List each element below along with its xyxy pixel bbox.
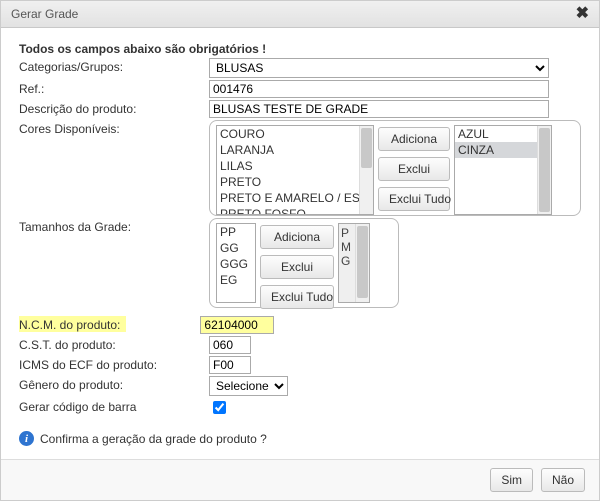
list-item[interactable]: GG (217, 240, 255, 256)
cores-exclui-tudo-button[interactable]: Exclui Tudo (378, 187, 450, 211)
list-item[interactable]: LILAS (217, 158, 373, 174)
sim-button[interactable]: Sim (490, 468, 533, 492)
label-ref: Ref.: (19, 80, 209, 96)
categoria-select[interactable]: BLUSAS (209, 58, 549, 78)
label-cst: C.S.T. do produto: (19, 336, 209, 352)
list-item[interactable]: PP (217, 224, 255, 240)
list-item[interactable]: LARANJA (217, 142, 373, 158)
cores-exclui-button[interactable]: Exclui (378, 157, 450, 181)
tamanhos-disponiveis-list[interactable]: PPGGGGGEG (216, 223, 256, 303)
cst-input[interactable] (209, 336, 251, 354)
mandatory-note: Todos os campos abaixo são obrigatórios … (19, 42, 581, 56)
label-categorias: Categorias/Grupos: (19, 58, 209, 74)
dialog-title: Gerar Grade (11, 7, 78, 21)
list-item[interactable]: GGG (217, 256, 255, 272)
tamanhos-panel: PPGGGGGEG Adiciona Exclui Exclui Tudo PM… (209, 218, 399, 308)
info-icon: i (19, 431, 34, 446)
label-genero: Gênero do produto: (19, 376, 209, 392)
label-ncm: N.C.M. do produto: (19, 316, 126, 332)
label-icms: ICMS do ECF do produto: (19, 356, 209, 372)
content: Todos os campos abaixo são obrigatórios … (1, 28, 599, 459)
list-item[interactable]: PRETO E AMARELO / ES... (217, 190, 373, 206)
confirm-row: i Confirma a geração da grade do produto… (19, 431, 581, 446)
ncm-input[interactable] (200, 316, 274, 334)
confirm-text: Confirma a geração da grade do produto ? (40, 432, 267, 446)
descricao-input[interactable] (209, 100, 549, 118)
label-tamanhos: Tamanhos da Grade: (19, 218, 209, 234)
cores-panel: COUROLARANJALILASPRETOPRETO E AMARELO / … (209, 120, 581, 216)
nao-button[interactable]: Não (541, 468, 585, 492)
barcode-checkbox[interactable] (213, 401, 226, 414)
label-descricao: Descrição do produto: (19, 100, 209, 116)
tamanhos-adiciona-button[interactable]: Adiciona (260, 225, 334, 249)
scrollbar[interactable] (359, 126, 373, 214)
cores-disponiveis-list[interactable]: COUROLARANJALILASPRETOPRETO E AMARELO / … (216, 125, 374, 215)
tamanhos-exclui-button[interactable]: Exclui (260, 255, 334, 279)
scrollbar[interactable] (537, 126, 551, 214)
list-item[interactable]: EG (217, 272, 255, 288)
list-item[interactable]: PRETO (217, 174, 373, 190)
label-cores: Cores Disponíveis: (19, 120, 209, 136)
cores-selecionadas-list[interactable]: AZULCINZA (454, 125, 552, 215)
footer: Sim Não (1, 459, 599, 500)
label-barcode: Gerar código de barra (19, 398, 209, 414)
genero-select[interactable]: Selecione (209, 376, 288, 396)
cores-adiciona-button[interactable]: Adiciona (378, 127, 450, 151)
list-item[interactable]: PRETO FOSFO (217, 206, 373, 215)
close-icon[interactable]: ✖ (576, 7, 589, 21)
icms-input[interactable] (209, 356, 251, 374)
ref-input[interactable] (209, 80, 549, 98)
tamanhos-exclui-tudo-button[interactable]: Exclui Tudo (260, 285, 334, 309)
dialog: Gerar Grade ✖ Todos os campos abaixo são… (0, 0, 600, 501)
list-item[interactable]: COURO (217, 126, 373, 142)
scrollbar[interactable] (355, 224, 369, 302)
titlebar: Gerar Grade ✖ (1, 1, 599, 28)
tamanhos-selecionados-list[interactable]: PMG (338, 223, 370, 303)
